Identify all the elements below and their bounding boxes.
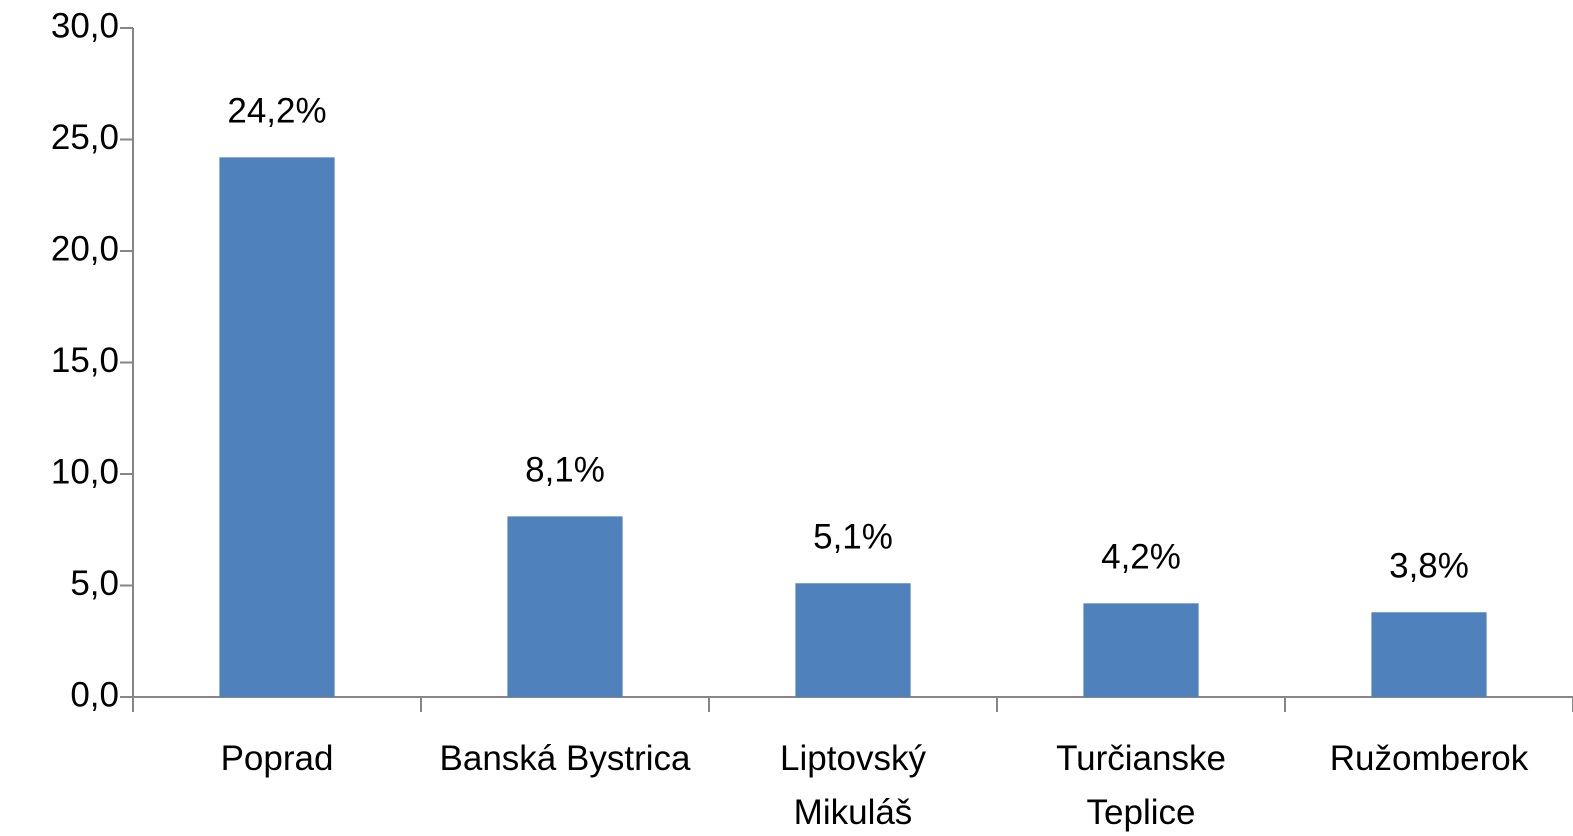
data-label: 5,1% [813,518,893,557]
y-tick-label: 0,0 [70,675,119,714]
y-tick-label: 20,0 [51,229,119,268]
bar [795,583,911,697]
bar [1083,603,1199,697]
x-tick-label: Ružomberok [1329,739,1529,778]
bar [219,157,335,698]
data-label: 8,1% [525,451,605,490]
y-tick-label: 15,0 [51,341,119,380]
data-label: 3,8% [1389,547,1469,586]
x-tick-label: Poprad [220,739,334,778]
data-label: 4,2% [1101,538,1181,577]
y-tick-label: 25,0 [51,118,119,157]
y-tick-label: 5,0 [70,564,119,603]
x-tick-label: Banská Bystrica [439,739,691,778]
y-tick-label: 10,0 [51,452,119,491]
x-tick-label: Turčianske Teplice [1056,739,1226,832]
bar [1371,612,1487,697]
data-label: 24,2% [227,92,326,131]
x-tick-label: Liptovský Mikuláš [780,739,926,832]
bar [507,516,623,697]
y-tick-label: 30,0 [51,6,119,45]
